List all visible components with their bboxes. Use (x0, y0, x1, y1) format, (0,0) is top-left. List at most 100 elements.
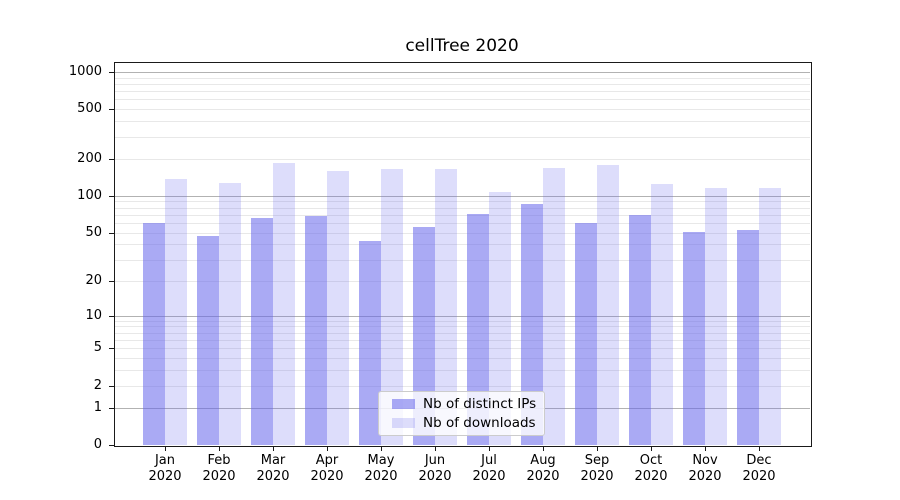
bar-distinct-ips (197, 235, 219, 445)
y-tick-label: 1 (93, 399, 102, 415)
gridline-minor (114, 339, 810, 341)
gridline-minor (114, 77, 810, 79)
bar-distinct-ips (413, 226, 435, 445)
x-tick-mark (759, 446, 760, 451)
bar-distinct-ips (575, 223, 597, 445)
y-tick-label: 20 (85, 272, 102, 288)
gridline-minor (114, 207, 810, 209)
legend-item: Nb of downloads (386, 415, 536, 431)
y-tick-label: 100 (77, 187, 102, 203)
y-tick-label: 5 (93, 340, 102, 356)
bar-downloads (759, 187, 781, 445)
y-tick-label: 0 (93, 437, 102, 452)
bar-distinct-ips (521, 204, 543, 445)
x-tick-label-month: Aug (530, 453, 556, 468)
gridline-minor (114, 358, 810, 360)
legend: Nb of distinct IPs Nb of downloads (378, 391, 545, 436)
gridline-major (114, 195, 810, 197)
x-tick-mark (165, 446, 166, 451)
bar-downloads (651, 183, 673, 445)
legend-swatch-downloads (392, 418, 415, 428)
bar-distinct-ips (305, 215, 327, 445)
y-tick-mark (109, 407, 114, 409)
x-tick-mark (381, 446, 382, 451)
bar-distinct-ips (629, 214, 651, 445)
y-tick-label: 2 (93, 377, 102, 393)
y-tick-mark (109, 195, 114, 197)
x-tick-label-year: 2020 (148, 469, 182, 484)
gridline-minor (114, 320, 810, 322)
x-tick-mark (489, 446, 490, 451)
x-tick-label-month: Jul (481, 453, 497, 468)
gridline-minor (114, 99, 810, 101)
x-tick-label-year: 2020 (256, 469, 290, 484)
bar-downloads (273, 162, 295, 445)
bar-downloads (165, 179, 187, 445)
gridline-minor (114, 348, 810, 350)
x-tick-label-year: 2020 (472, 469, 506, 484)
gridline-minor (114, 158, 810, 160)
x-tick-label-month: Sep (584, 453, 610, 468)
gridline-minor (114, 201, 810, 203)
x-tick-label-month: Dec (746, 453, 772, 468)
x-tick-label-year: 2020 (742, 469, 776, 484)
y-tick-label: 50 (85, 224, 102, 240)
y-tick-mark (109, 158, 114, 160)
y-tick-mark (109, 315, 114, 317)
legend-label: Nb of distinct IPs (423, 396, 537, 412)
x-tick-mark (651, 446, 652, 451)
bar-downloads (381, 169, 403, 445)
y-tick-mark (109, 445, 114, 446)
bar-downloads (219, 183, 241, 445)
legend-label: Nb of downloads (423, 415, 536, 431)
bar-downloads (705, 188, 727, 445)
gridline-minor (114, 83, 810, 85)
gridline-minor (114, 280, 810, 282)
bar-downloads (597, 164, 619, 445)
gridline-minor (114, 259, 810, 261)
gridline-minor (114, 223, 810, 224)
x-tick-mark (219, 446, 220, 451)
y-tick-mark (109, 71, 114, 73)
x-tick-label-month: Feb (207, 453, 231, 468)
gridline-minor (114, 232, 810, 234)
x-tick-label-month: May (367, 453, 395, 468)
x-tick-label-year: 2020 (202, 469, 236, 484)
gridline-minor (114, 91, 810, 93)
gridline-minor (114, 214, 810, 216)
x-tick-label-month: Jan (154, 453, 176, 468)
x-tick-label-month: Mar (260, 453, 286, 468)
bar-distinct-ips (737, 229, 759, 445)
bar-downloads (435, 168, 457, 445)
bar-downloads (543, 167, 565, 445)
y-tick-label: 10 (85, 307, 102, 323)
x-tick-label-month: Oct (639, 453, 663, 468)
bar-distinct-ips (251, 217, 273, 445)
x-tick-mark (543, 446, 544, 451)
gridline-major (114, 71, 810, 73)
x-tick-label-year: 2020 (418, 469, 452, 484)
x-tick-label-month: Nov (692, 453, 718, 468)
bar-distinct-ips (683, 231, 705, 445)
y-tick-mark (109, 385, 114, 387)
x-tick-mark (435, 446, 436, 451)
x-tick-label-year: 2020 (580, 469, 614, 484)
y-tick-mark (109, 348, 114, 350)
x-tick-label-year: 2020 (688, 469, 722, 484)
x-tick-mark (705, 446, 706, 451)
bar-distinct-ips (143, 223, 165, 445)
y-tick-mark (109, 232, 114, 234)
y-tick-mark (109, 280, 114, 282)
bar-downloads (489, 192, 511, 445)
x-tick-mark (597, 446, 598, 451)
gridline-minor (114, 326, 810, 328)
x-tick-mark (327, 446, 328, 451)
gridline-minor (114, 109, 810, 111)
gridline-minor (114, 385, 810, 387)
gridline-minor (114, 121, 810, 123)
x-tick-label-year: 2020 (364, 469, 398, 484)
gridline-minor (114, 332, 810, 334)
x-tick-label-year: 2020 (634, 469, 668, 484)
y-tick-mark (109, 109, 114, 111)
